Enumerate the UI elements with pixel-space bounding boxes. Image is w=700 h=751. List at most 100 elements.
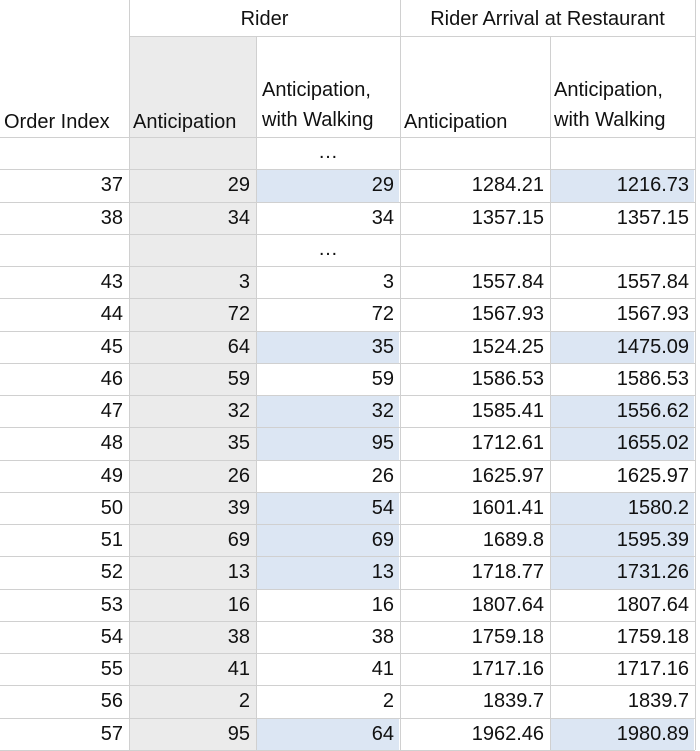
highlight-cell [551,492,694,524]
ellipsis-row: … [318,141,338,163]
highlight-cell [551,396,694,428]
order-index-cell: 46 [100,367,123,390]
arrival-anticipation-cell: 1839.7 [482,690,544,713]
highlight-cell [551,557,694,589]
header-arrival-anticipation: Anticipation [404,111,508,133]
arrival-walking-cell: 1625.97 [616,464,689,487]
grid-vline [550,36,551,750]
group-header-rider: Rider [240,8,289,30]
grid-vline [256,36,257,750]
order-index-cell: 56 [100,690,123,713]
highlight-cell [257,492,399,524]
rider-anticipation-cell: 32 [227,400,250,422]
rider-anticipation-cell: 95 [227,722,250,745]
rider-walking-cell: 54 [371,496,394,519]
rider-walking-cell: 69 [371,529,394,551]
rider-anticipation-cell: 35 [227,432,250,455]
rider-walking-cell: 35 [371,335,394,358]
rider-anticipation-column-shading [129,36,256,750]
order-index-cell: 53 [100,593,123,616]
arrival-walking-cell: 1567.93 [616,303,689,326]
highlight-cell [551,525,694,557]
grid-hline [0,621,695,622]
rider-anticipation-cell: 26 [227,464,250,487]
arrival-walking-cell: 1216.73 [616,174,689,197]
highlight-cell [551,331,694,363]
grid-hline [0,202,695,203]
grid-hline [0,427,695,428]
highlight-cell [551,428,694,460]
rider-anticipation-cell: 64 [227,335,250,358]
header-arrival-anticipation-walking: Anticipation, with Walking [554,79,666,131]
grid-vline [129,0,130,750]
rider-walking-cell: 32 [371,400,394,422]
rider-walking-cell: 26 [371,464,394,487]
grid-hline [0,718,695,719]
rider-anticipation-cell: 34 [227,206,250,229]
arrival-walking-cell: 1731.26 [616,561,689,584]
order-index-cell: 45 [100,335,123,358]
arrival-anticipation-cell: 1601.41 [471,496,544,519]
highlight-cell [257,396,399,428]
rider-anticipation-cell: 69 [227,529,250,551]
arrival-anticipation-cell: 1524.25 [471,335,544,358]
arrival-walking-cell: 1595.39 [616,529,689,551]
arrival-walking-cell: 1556.62 [616,400,689,422]
arrival-anticipation-cell: 1625.97 [471,464,544,487]
arrival-walking-cell: 1475.09 [616,335,689,358]
grid-hline [0,492,695,493]
arrival-anticipation-cell: 1357.15 [471,206,544,229]
order-index-cell: 43 [100,271,123,293]
order-index-cell: 37 [100,174,123,197]
rider-walking-cell: 16 [371,593,394,616]
arrival-anticipation-cell: 1586.53 [471,367,544,390]
rider-walking-cell: 13 [371,561,394,584]
arrival-walking-cell: 1807.64 [616,593,689,616]
arrival-walking-cell: 1586.53 [616,367,689,390]
grid-hline [0,524,695,525]
arrival-walking-cell: 1357.15 [616,206,689,229]
arrival-anticipation-cell: 1759.18 [471,625,544,648]
grid-vline [695,0,696,750]
header-rider-anticipation-walking: Anticipation, with Walking [262,79,374,131]
rider-walking-cell: 29 [371,174,394,197]
rider-anticipation-cell: 13 [227,561,250,584]
rider-walking-cell: 72 [371,303,394,326]
rider-walking-cell: 64 [371,722,394,745]
rider-anticipation-cell: 16 [227,593,250,616]
order-index-cell: 52 [100,561,123,584]
ellipsis-row: … [318,237,338,260]
header-rider-anticipation: Anticipation [133,111,237,133]
arrival-anticipation-cell: 1807.64 [471,593,544,616]
order-index-cell: 48 [100,432,123,455]
highlight-cell [257,557,399,589]
grid-hline [0,331,695,332]
arrival-anticipation-cell: 1962.46 [471,722,544,745]
rider-anticipation-cell: 38 [227,625,250,648]
grid-hline [0,653,695,654]
arrival-anticipation-cell: 1689.8 [482,529,544,551]
order-index-cell: 38 [100,206,123,229]
highlight-cell [257,428,399,460]
order-index-cell: 49 [100,464,123,487]
arrival-anticipation-cell: 1585.41 [471,400,544,422]
rider-walking-cell: 95 [371,432,394,455]
rider-walking-cell: 3 [382,271,394,293]
arrival-walking-cell: 1655.02 [616,432,689,455]
arrival-anticipation-cell: 1284.21 [471,174,544,197]
order-index-cell: 50 [100,496,123,519]
arrival-anticipation-cell: 1717.16 [471,658,544,680]
grid-hline [0,363,695,364]
rider-anticipation-cell: 39 [227,496,250,519]
grid-hline [0,266,695,267]
grid-hline [0,589,695,590]
grid-hline [0,556,695,557]
highlight-cell [257,331,399,363]
arrival-walking-cell: 1557.84 [616,271,689,293]
grid-hline [0,169,695,170]
grid-hline [0,685,695,686]
header-order-index: Order Index [4,111,110,133]
rider-walking-cell: 38 [371,625,394,648]
rider-walking-cell: 59 [371,367,394,390]
